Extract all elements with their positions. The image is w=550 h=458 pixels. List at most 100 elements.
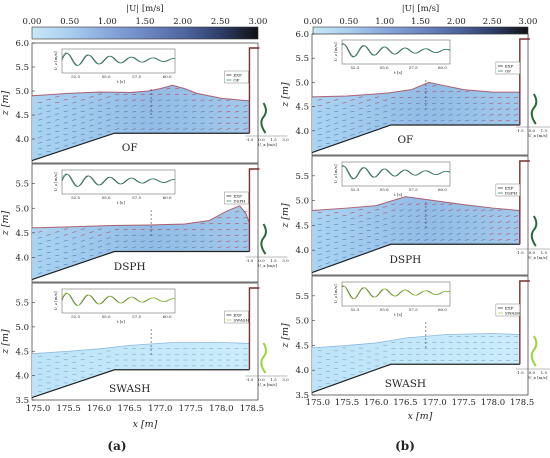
inset-frame [61,48,176,74]
velocity-arrow [217,111,222,113]
velocity-arrow [191,240,197,242]
velocity-arrow [72,142,77,144]
ylabel: z [m] [0,90,11,116]
velocity-arrow [97,93,103,95]
velocity-arrow [399,227,404,229]
velocity-arrow [157,128,162,130]
velocity-arrow [115,99,120,101]
velocity-arrow [424,91,429,93]
velocity-arrow [115,240,120,242]
velocity-arrow [217,116,222,119]
velocity-arrow [440,233,445,235]
wall-line [248,168,260,252]
velocity-arrow [72,119,77,121]
inset-ylabel: U_z [m/s] [333,164,338,184]
velocity-arrow [200,105,205,107]
velocity-arrow [191,99,197,101]
velocity-arrow [464,215,470,217]
colorbar-tick-label: 2.50 [211,17,230,27]
x-axis: 175.0 175.5 176.0 176.5 177.0 177.5 178.0 178.5… [26,404,264,430]
inset-timeseries: U_z [m/s] 52.5 55.0 57.5 60.0 t [s] [333,161,451,197]
velocity-arrow [234,105,239,107]
profile-tick: 1.5 [270,258,277,263]
velocity-arrow [342,226,347,229]
velocity-arrow [374,244,380,247]
ytick-label: 5.0 [295,78,309,88]
velocity-arrow [350,235,355,238]
velocity-arrow [481,221,486,223]
velocity-arrow [132,128,137,130]
velocity-arrow [415,102,420,104]
panel-name-label: DSPH [389,254,421,266]
velocity-arrow [350,229,355,232]
velocity-arrow [473,102,478,104]
velocity-field [38,211,248,274]
velocity-arrow [505,215,510,217]
velocity-arrow [191,105,197,107]
colorbar-tick-label: 1.00 [375,17,394,27]
velocity-arrow [115,128,120,130]
colorbar-tick-label: 0.50 [60,17,79,27]
legend-entry: DSPH [233,199,246,204]
velocity-arrow [325,238,331,240]
velocity-arrow [200,128,205,130]
velocity-arrow [432,215,437,217]
velocity-arrow [391,239,396,241]
water-region [32,85,250,161]
velocity-arrow [46,110,51,112]
wall-line [519,160,530,245]
panel-name-label: SWASH [109,383,150,395]
velocity-arrow [38,254,43,257]
velocity-arrow [334,241,339,243]
velocity-arrow [106,107,111,110]
ytick-label: 5.5 [15,63,29,73]
velocity-arrow [473,215,478,217]
velocity-arrow [55,124,60,127]
velocity-arrow [374,125,380,127]
velocity-arrow [97,128,103,130]
profile-tick: -1.5 [246,377,254,382]
velocity-arrow [317,253,322,255]
velocity-arrow [132,246,137,248]
velocity-arrow [123,122,128,124]
velocity-arrow [149,99,154,101]
velocity-arrow [497,120,502,122]
colorbar: |U| [m/s] 0.00 0.50 1.00 1.50 2.00 2.50 3.00 [23,4,267,40]
velocity-arrow [46,139,51,141]
ytick-label: 4.5 [295,103,309,113]
velocity-arrow [481,227,486,229]
colorbar-tick-label: 0.00 [23,17,42,27]
ytick-label: 4.5 [295,341,309,351]
free-surface [31,84,250,102]
velocity-arrow [391,114,396,116]
velocity-arrow [243,105,248,107]
velocity-arrow [55,136,60,138]
velocity-arrow [80,257,85,260]
velocity-arrow [513,108,519,110]
velocity-arrow [234,111,239,113]
velocity-arrow [166,122,171,124]
velocity-arrow [72,136,77,138]
velocity-arrow [317,128,322,130]
velocity-arrow [334,116,339,118]
ylabel: z [m] [280,203,291,229]
velocity-arrow [358,131,363,133]
xtick-label: 176.0 [87,404,111,414]
velocity-arrow [334,235,339,238]
velocity-arrow [432,239,437,241]
velocity-arrow [358,209,363,211]
panel-name-label: DSPH [114,261,146,273]
velocity-arrow [317,235,322,237]
velocity-arrow [317,122,322,124]
velocity-arrow [374,215,380,217]
velocity-arrow [217,222,222,225]
profile-tick: 3.0 [282,258,289,263]
bathymetry-line [31,132,250,162]
velocity-arrow [325,262,331,264]
free-surface [311,196,520,212]
velocity-arrow [234,217,239,219]
velocity-arrow [234,234,239,237]
velocity-profile: -1.50.01.53.0U_x [m/s] [515,93,550,138]
